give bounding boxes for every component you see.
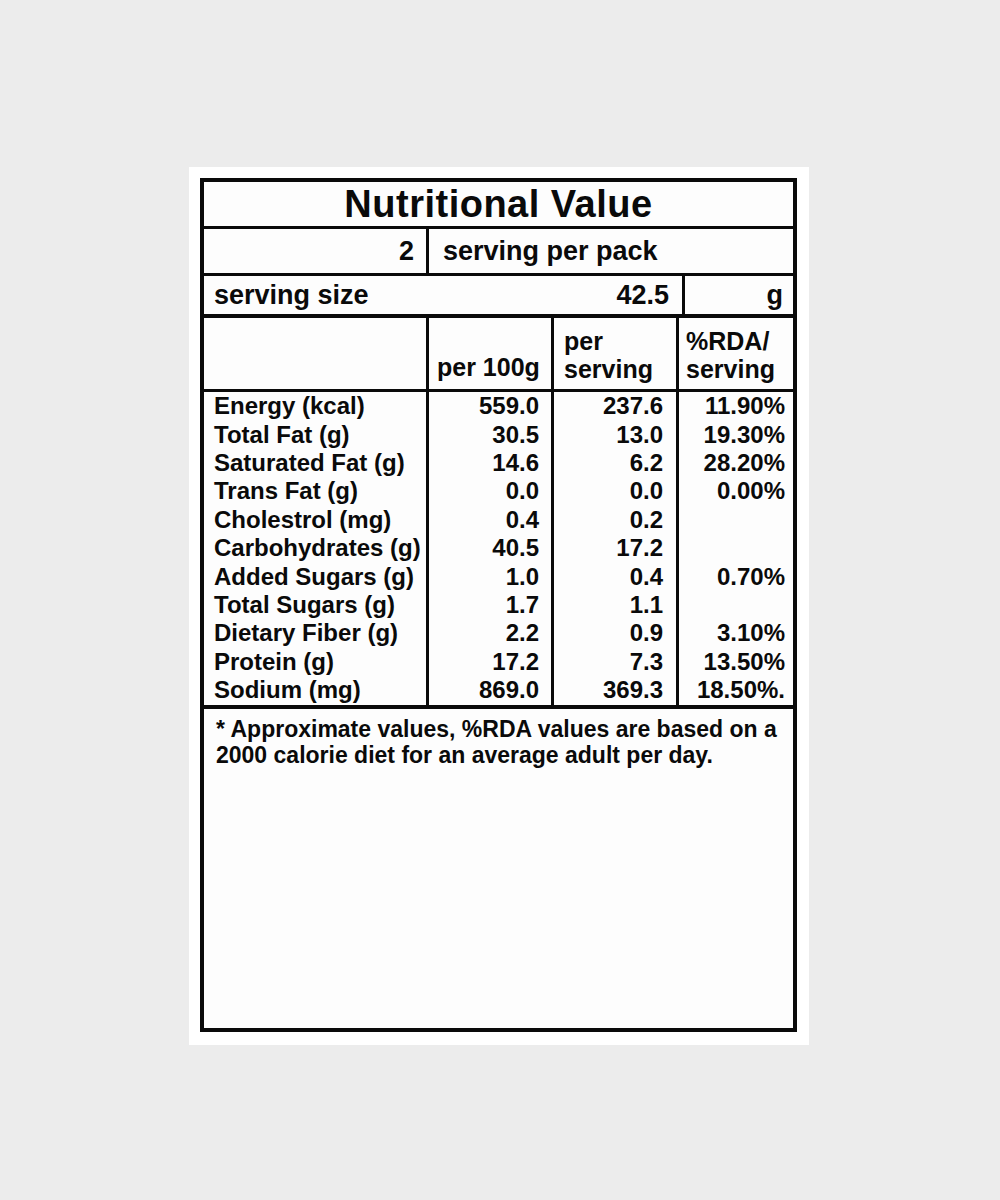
serving-size-unit: g	[685, 276, 793, 314]
table-title: Nutritional Value	[204, 182, 793, 229]
header-rda-line1: %RDA/	[686, 328, 775, 356]
nutrient-data-area: Energy (kcal) Total Fat (g) Saturated Fa…	[204, 392, 793, 709]
serving-size-value: 42.5	[616, 280, 669, 311]
per-serving-value: 13.0	[554, 420, 676, 448]
per-serving-value: 0.4	[554, 562, 676, 590]
nutrient-label: Protein (g)	[204, 648, 426, 676]
nutrient-name-column: Energy (kcal) Total Fat (g) Saturated Fa…	[204, 392, 429, 705]
serving-size-main-cell: serving size 42.5	[204, 276, 685, 314]
rda-value	[679, 534, 793, 562]
per-100g-value: 0.4	[429, 506, 551, 534]
nutrient-label: Total Sugars (g)	[204, 591, 426, 619]
nutrient-label: Energy (kcal)	[204, 392, 426, 420]
per-serving-value: 7.3	[554, 648, 676, 676]
nutrition-facts-table: Nutritional Value 2 serving per pack ser…	[200, 178, 797, 1032]
header-nutrient-spacer	[204, 318, 429, 389]
rda-value: 13.50%	[679, 648, 793, 676]
nutrient-label: Sodium (mg)	[204, 676, 426, 704]
rda-value	[679, 506, 793, 534]
rda-value: 18.50%.	[679, 676, 793, 704]
nutrient-label: Carbohydrates (g)	[204, 534, 426, 562]
per-serving-value: 0.9	[554, 619, 676, 647]
serving-size-row: serving size 42.5 g	[204, 276, 793, 318]
servings-per-pack-count: 2	[204, 229, 429, 273]
per-100g-value: 1.0	[429, 562, 551, 590]
per-100g-value: 1.7	[429, 591, 551, 619]
rda-value: 0.00%	[679, 477, 793, 505]
rda-footnote-line2: 2000 calorie diet for an average adult p…	[216, 742, 785, 768]
per-100g-value: 30.5	[429, 420, 551, 448]
rda-value: 19.30%	[679, 420, 793, 448]
nutrient-label: Dietary Fiber (g)	[204, 619, 426, 647]
rda-value	[679, 591, 793, 619]
per-serving-column: 237.6 13.0 6.2 0.0 0.2 17.2 0.4 1.1 0.9 …	[554, 392, 679, 705]
per-100g-value: 40.5	[429, 534, 551, 562]
per-100g-value: 559.0	[429, 392, 551, 420]
rda-value: 11.90%	[679, 392, 793, 420]
nutrient-label: Trans Fat (g)	[204, 477, 426, 505]
nutrient-label: Cholestrol (mg)	[204, 506, 426, 534]
per-serving-value: 1.1	[554, 591, 676, 619]
per-100g-value: 0.0	[429, 477, 551, 505]
header-rda-line2: serving	[686, 356, 775, 384]
per-100g-column: 559.0 30.5 14.6 0.0 0.4 40.5 1.0 1.7 2.2…	[429, 392, 554, 705]
per-serving-value: 0.2	[554, 506, 676, 534]
header-rda-per-serving: %RDA/ serving	[679, 318, 793, 389]
header-per-100g: per 100g	[429, 318, 554, 389]
per-serving-value: 237.6	[554, 392, 676, 420]
servings-per-pack-label: serving per pack	[429, 229, 793, 273]
servings-per-pack-row: 2 serving per pack	[204, 229, 793, 276]
column-header-row: per 100g per serving %RDA/ serving	[204, 318, 793, 392]
per-100g-value: 2.2	[429, 619, 551, 647]
rda-value: 0.70%	[679, 562, 793, 590]
rda-value: 3.10%	[679, 619, 793, 647]
header-per-serving-line1: per	[564, 328, 653, 356]
rda-footnote: * Approximate values, %RDA values are ba…	[204, 709, 793, 1029]
header-per-serving-line2: serving	[564, 356, 653, 384]
header-per-serving: per serving	[554, 318, 679, 389]
per-100g-value: 14.6	[429, 449, 551, 477]
nutrient-label: Added Sugars (g)	[204, 562, 426, 590]
per-100g-value: 17.2	[429, 648, 551, 676]
rda-value: 28.20%	[679, 449, 793, 477]
per-serving-value: 6.2	[554, 449, 676, 477]
rda-footnote-line1: * Approximate values, %RDA values are ba…	[216, 716, 785, 742]
nutrient-label: Total Fat (g)	[204, 420, 426, 448]
nutrient-label: Saturated Fat (g)	[204, 449, 426, 477]
per-100g-value: 869.0	[429, 676, 551, 704]
serving-size-label: serving size	[214, 280, 369, 311]
per-serving-value: 0.0	[554, 477, 676, 505]
rda-percent-column: 11.90% 19.30% 28.20% 0.00% 0.70% 3.10% 1…	[679, 392, 793, 705]
per-serving-value: 369.3	[554, 676, 676, 704]
per-serving-value: 17.2	[554, 534, 676, 562]
